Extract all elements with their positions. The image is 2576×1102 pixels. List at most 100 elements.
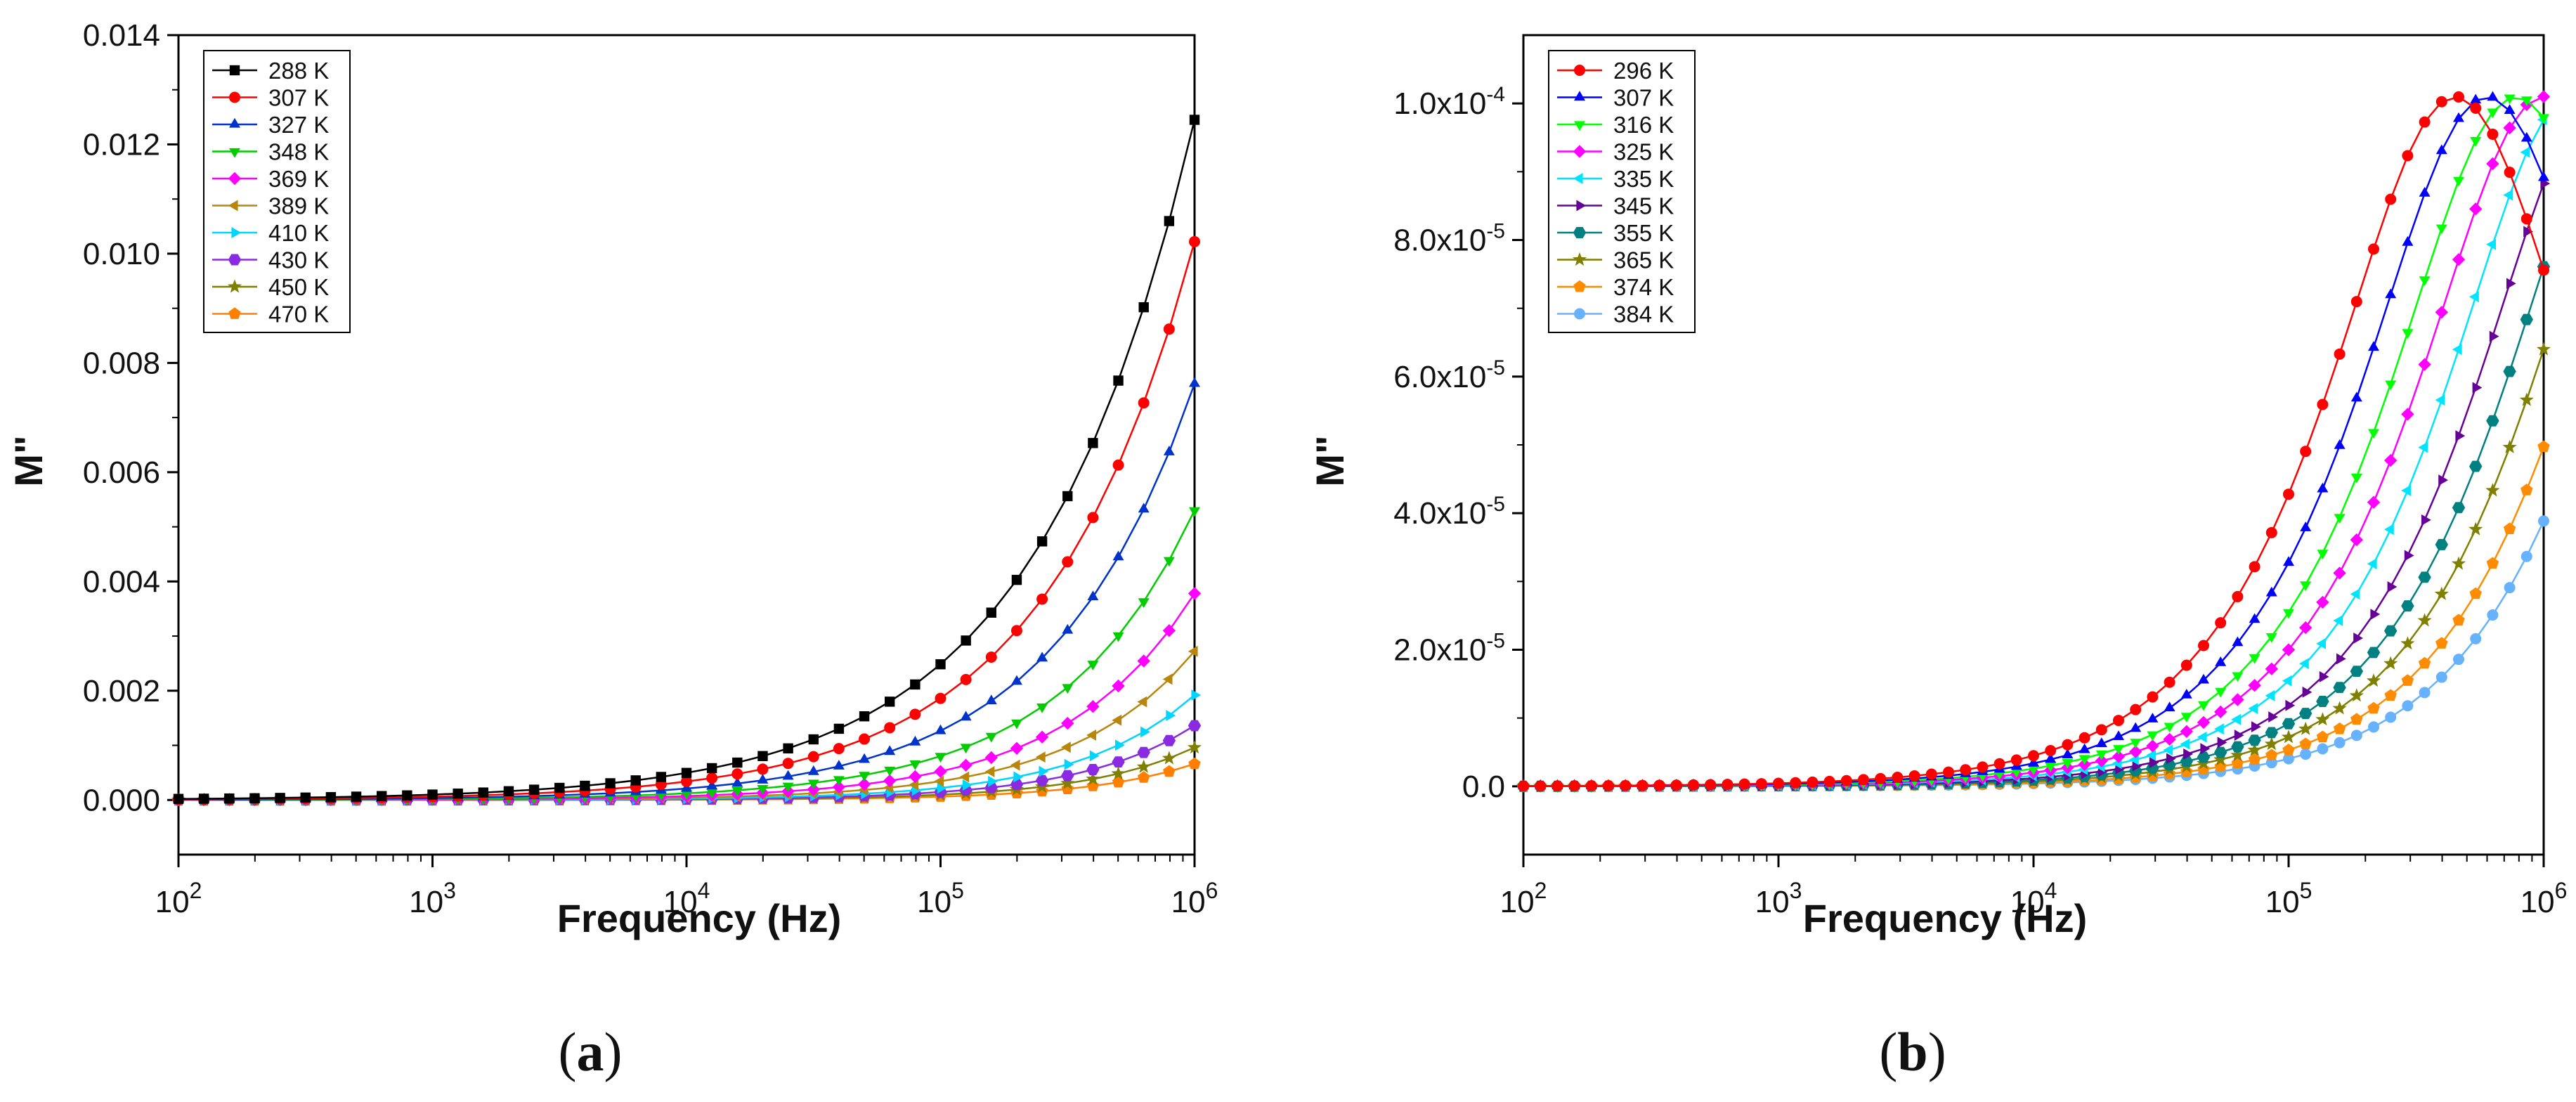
x-tick-label: 103 xyxy=(1755,878,1802,919)
data-point xyxy=(2520,96,2532,107)
data-point xyxy=(2452,502,2466,514)
data-point xyxy=(2435,394,2445,406)
data-point xyxy=(2435,671,2447,683)
data-point xyxy=(1705,779,1717,791)
data-point xyxy=(2469,460,2483,472)
data-point xyxy=(1062,684,1074,694)
data-point xyxy=(1620,779,1632,791)
data-point xyxy=(2248,703,2258,715)
data-point xyxy=(2299,658,2309,670)
data-point xyxy=(885,696,895,707)
data-point xyxy=(2487,91,2499,101)
data-point xyxy=(2401,485,2411,496)
x-axis-title-a: Frequency (Hz) xyxy=(557,896,842,940)
data-point xyxy=(2264,737,2279,751)
data-point xyxy=(934,775,944,787)
data-point xyxy=(2129,745,2142,758)
data-point xyxy=(2300,521,2312,531)
legend-item: 410 K xyxy=(212,220,329,246)
legend-item: 470 K xyxy=(212,302,329,328)
data-point xyxy=(402,790,412,800)
data-point xyxy=(2350,666,2363,678)
legend-item: 369 K xyxy=(212,166,329,192)
data-point xyxy=(2200,743,2211,755)
data-point xyxy=(2231,713,2241,725)
data-point xyxy=(554,782,565,793)
data-point xyxy=(1086,730,1096,741)
data-point xyxy=(985,694,997,705)
data-point xyxy=(2285,699,2296,711)
data-point xyxy=(2370,609,2381,620)
data-point xyxy=(2316,595,2329,609)
data-point xyxy=(2487,128,2499,140)
data-point xyxy=(1568,780,1580,792)
data-point xyxy=(300,792,311,803)
data-point xyxy=(2249,654,2260,664)
data-point xyxy=(2486,415,2499,427)
data-point xyxy=(2283,609,2294,619)
data-point xyxy=(1112,550,1124,561)
legend-item: 316 K xyxy=(1557,112,1674,138)
data-point xyxy=(2232,672,2244,682)
data-point xyxy=(1653,779,1665,791)
legend-marker xyxy=(227,279,242,293)
data-point xyxy=(959,758,972,772)
data-point xyxy=(1637,779,1648,791)
y-tick-label: 0.000 xyxy=(83,783,160,817)
data-point xyxy=(2300,748,2312,760)
data-point xyxy=(2268,711,2278,722)
data-point xyxy=(2520,313,2533,325)
data-point xyxy=(2453,176,2464,187)
data-point xyxy=(960,744,972,754)
legend-label: 316 K xyxy=(1613,112,1674,138)
legend-label: 335 K xyxy=(1613,166,1674,192)
data-point xyxy=(859,753,870,763)
legend-label: 327 K xyxy=(268,112,329,138)
data-point xyxy=(2367,558,2377,570)
data-point xyxy=(2453,91,2464,103)
legend-label: 365 K xyxy=(1613,247,1674,273)
data-point xyxy=(2249,561,2260,573)
data-point xyxy=(1137,696,1147,708)
legend-label: 470 K xyxy=(268,302,329,328)
data-point xyxy=(1138,397,1150,409)
data-point xyxy=(2062,739,2074,751)
data-point xyxy=(935,659,946,670)
data-point xyxy=(2401,600,2414,612)
data-point xyxy=(2486,557,2499,569)
data-point xyxy=(2333,615,2343,626)
data-point xyxy=(2113,715,2124,727)
data-point xyxy=(656,772,667,782)
legend-marker xyxy=(1576,200,1587,212)
data-point xyxy=(833,776,845,786)
data-point xyxy=(808,734,819,745)
data-point xyxy=(2504,167,2516,179)
data-point xyxy=(1061,716,1074,730)
data-point xyxy=(630,775,641,786)
data-point xyxy=(2247,742,2262,756)
data-point xyxy=(2180,738,2190,750)
data-point xyxy=(2317,482,2329,493)
data-point xyxy=(2265,662,2278,675)
data-point xyxy=(2095,737,2107,747)
x-tick-label: 102 xyxy=(155,878,202,919)
y-tick-label: 0.006 xyxy=(83,455,160,490)
data-point xyxy=(1086,764,1100,775)
data-point xyxy=(1908,770,1920,782)
data-point xyxy=(2503,522,2516,534)
data-point xyxy=(2503,189,2513,201)
data-point xyxy=(1138,302,1149,313)
data-point xyxy=(224,793,235,804)
data-point xyxy=(1163,557,1175,567)
data-point xyxy=(884,745,896,756)
data-point xyxy=(910,679,921,690)
data-point xyxy=(2334,348,2346,360)
data-point xyxy=(986,607,996,618)
data-point xyxy=(1518,780,1529,792)
data-point xyxy=(2538,114,2549,124)
data-point xyxy=(2214,746,2227,758)
data-point xyxy=(2384,625,2398,637)
legend-item: 296 K xyxy=(1557,58,1674,84)
data-point xyxy=(782,770,794,780)
